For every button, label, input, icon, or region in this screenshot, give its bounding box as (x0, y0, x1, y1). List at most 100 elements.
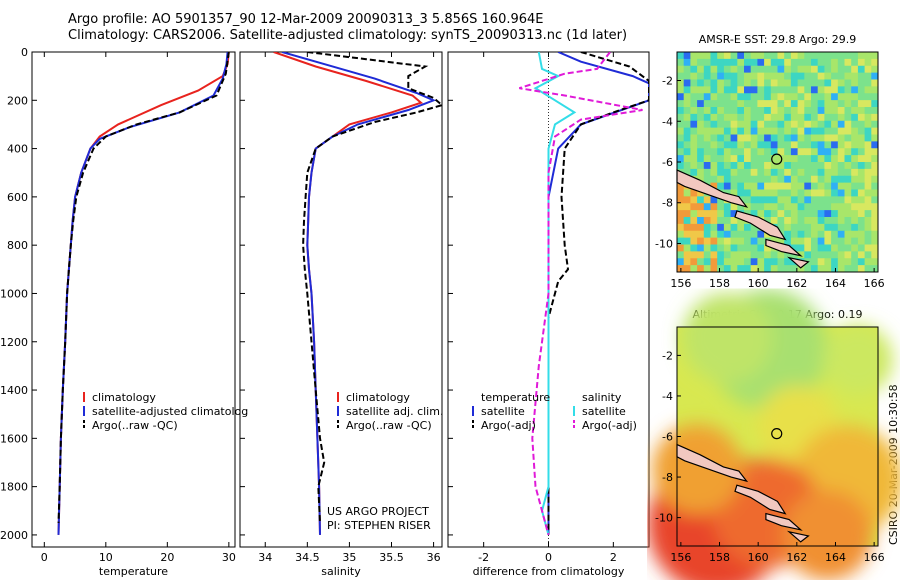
map-cell (790, 155, 799, 163)
map-cell (770, 72, 778, 80)
map-cell (730, 175, 738, 184)
map-cell (703, 162, 711, 170)
map-cell (871, 223, 879, 232)
map-cell (717, 168, 725, 177)
map-cell (723, 217, 732, 225)
map-cell (797, 223, 805, 232)
map-cell (730, 265, 738, 273)
map-cell (717, 258, 725, 266)
map-cell (710, 134, 718, 142)
map-cell (744, 107, 752, 115)
map-cell (770, 182, 778, 190)
map-cell (857, 120, 866, 129)
map-cell (804, 134, 812, 142)
map-cell (784, 93, 792, 101)
map-cell (831, 258, 839, 266)
map-cell (717, 182, 725, 190)
map-cell (864, 113, 872, 122)
map-cell (784, 258, 792, 266)
map-cell (804, 127, 812, 135)
map-cell (750, 244, 758, 252)
map-cell (797, 265, 805, 273)
map-cell (677, 113, 685, 122)
map-cell (744, 127, 752, 135)
map-cell (744, 175, 752, 184)
x-axis-label: salinity (321, 565, 361, 578)
x-tick-label: 34 (258, 551, 272, 564)
map-cell (710, 72, 718, 80)
map-cell (737, 93, 745, 101)
map-cell (730, 93, 738, 101)
map-cell (831, 79, 839, 87)
map-cell (677, 155, 685, 163)
map-cell (757, 100, 765, 108)
map-cell (764, 79, 772, 87)
map-cell (777, 217, 785, 225)
map-cell (864, 86, 872, 94)
map-cell (864, 217, 872, 225)
map-cell (844, 113, 852, 122)
map-cell (750, 58, 758, 67)
map-cell (703, 141, 711, 149)
map-cell (777, 113, 785, 122)
figure-title-line-2: Climatology: CARS2006. Satellite-adjuste… (68, 28, 628, 43)
map-cell (703, 86, 711, 94)
map-cell (683, 100, 691, 108)
map-cell (683, 203, 691, 211)
y-tick-label: -10 (655, 237, 673, 250)
map-cell (744, 120, 752, 129)
map-cell (723, 230, 732, 239)
map-cell (784, 120, 792, 129)
map-cell (723, 65, 732, 74)
map-cell (831, 168, 839, 177)
map-cell (784, 79, 792, 87)
map-cell (851, 210, 859, 218)
map-cell (777, 189, 785, 197)
map-cell (790, 182, 799, 190)
y-tick-label: -8 (662, 197, 673, 210)
map-cell (784, 196, 792, 204)
map-cell (824, 100, 832, 108)
map-cell (790, 230, 799, 239)
map-cell (770, 107, 778, 115)
map-cell (690, 244, 698, 252)
map-cell (723, 93, 732, 101)
map-cell (871, 107, 879, 115)
map-cell (824, 120, 832, 129)
map-cell (697, 52, 705, 60)
map-cell (677, 258, 685, 266)
map-cell (777, 210, 785, 218)
map-cell (837, 168, 845, 177)
map-cell (717, 196, 725, 204)
map-cell (871, 113, 879, 122)
map-cell (710, 237, 718, 245)
map-cell (677, 100, 685, 108)
map-cell (697, 107, 705, 115)
map-cell (730, 182, 738, 190)
map-cell (831, 237, 839, 245)
map-cell (777, 223, 785, 232)
map-cell (717, 141, 725, 149)
map-cell (804, 141, 812, 149)
map-cell (811, 162, 819, 170)
map-cell (677, 182, 685, 190)
map-cell (811, 258, 819, 266)
map-cell (703, 100, 711, 108)
map-cell (757, 58, 765, 67)
map-cell (817, 113, 825, 122)
map-cell (824, 107, 832, 115)
map-cell (744, 223, 752, 232)
map-cell (764, 120, 772, 129)
map-cell (690, 196, 698, 204)
map-cell (703, 230, 711, 239)
map-cell (690, 93, 698, 101)
map-cell (784, 134, 792, 142)
x-tick-label: 160 (748, 551, 769, 564)
map-cell (723, 175, 732, 184)
map-cell (744, 196, 752, 204)
map-cell (770, 189, 778, 197)
map-cell (784, 223, 792, 232)
map-cell (683, 251, 691, 259)
map-cell (677, 237, 685, 245)
map-cell (703, 244, 711, 252)
